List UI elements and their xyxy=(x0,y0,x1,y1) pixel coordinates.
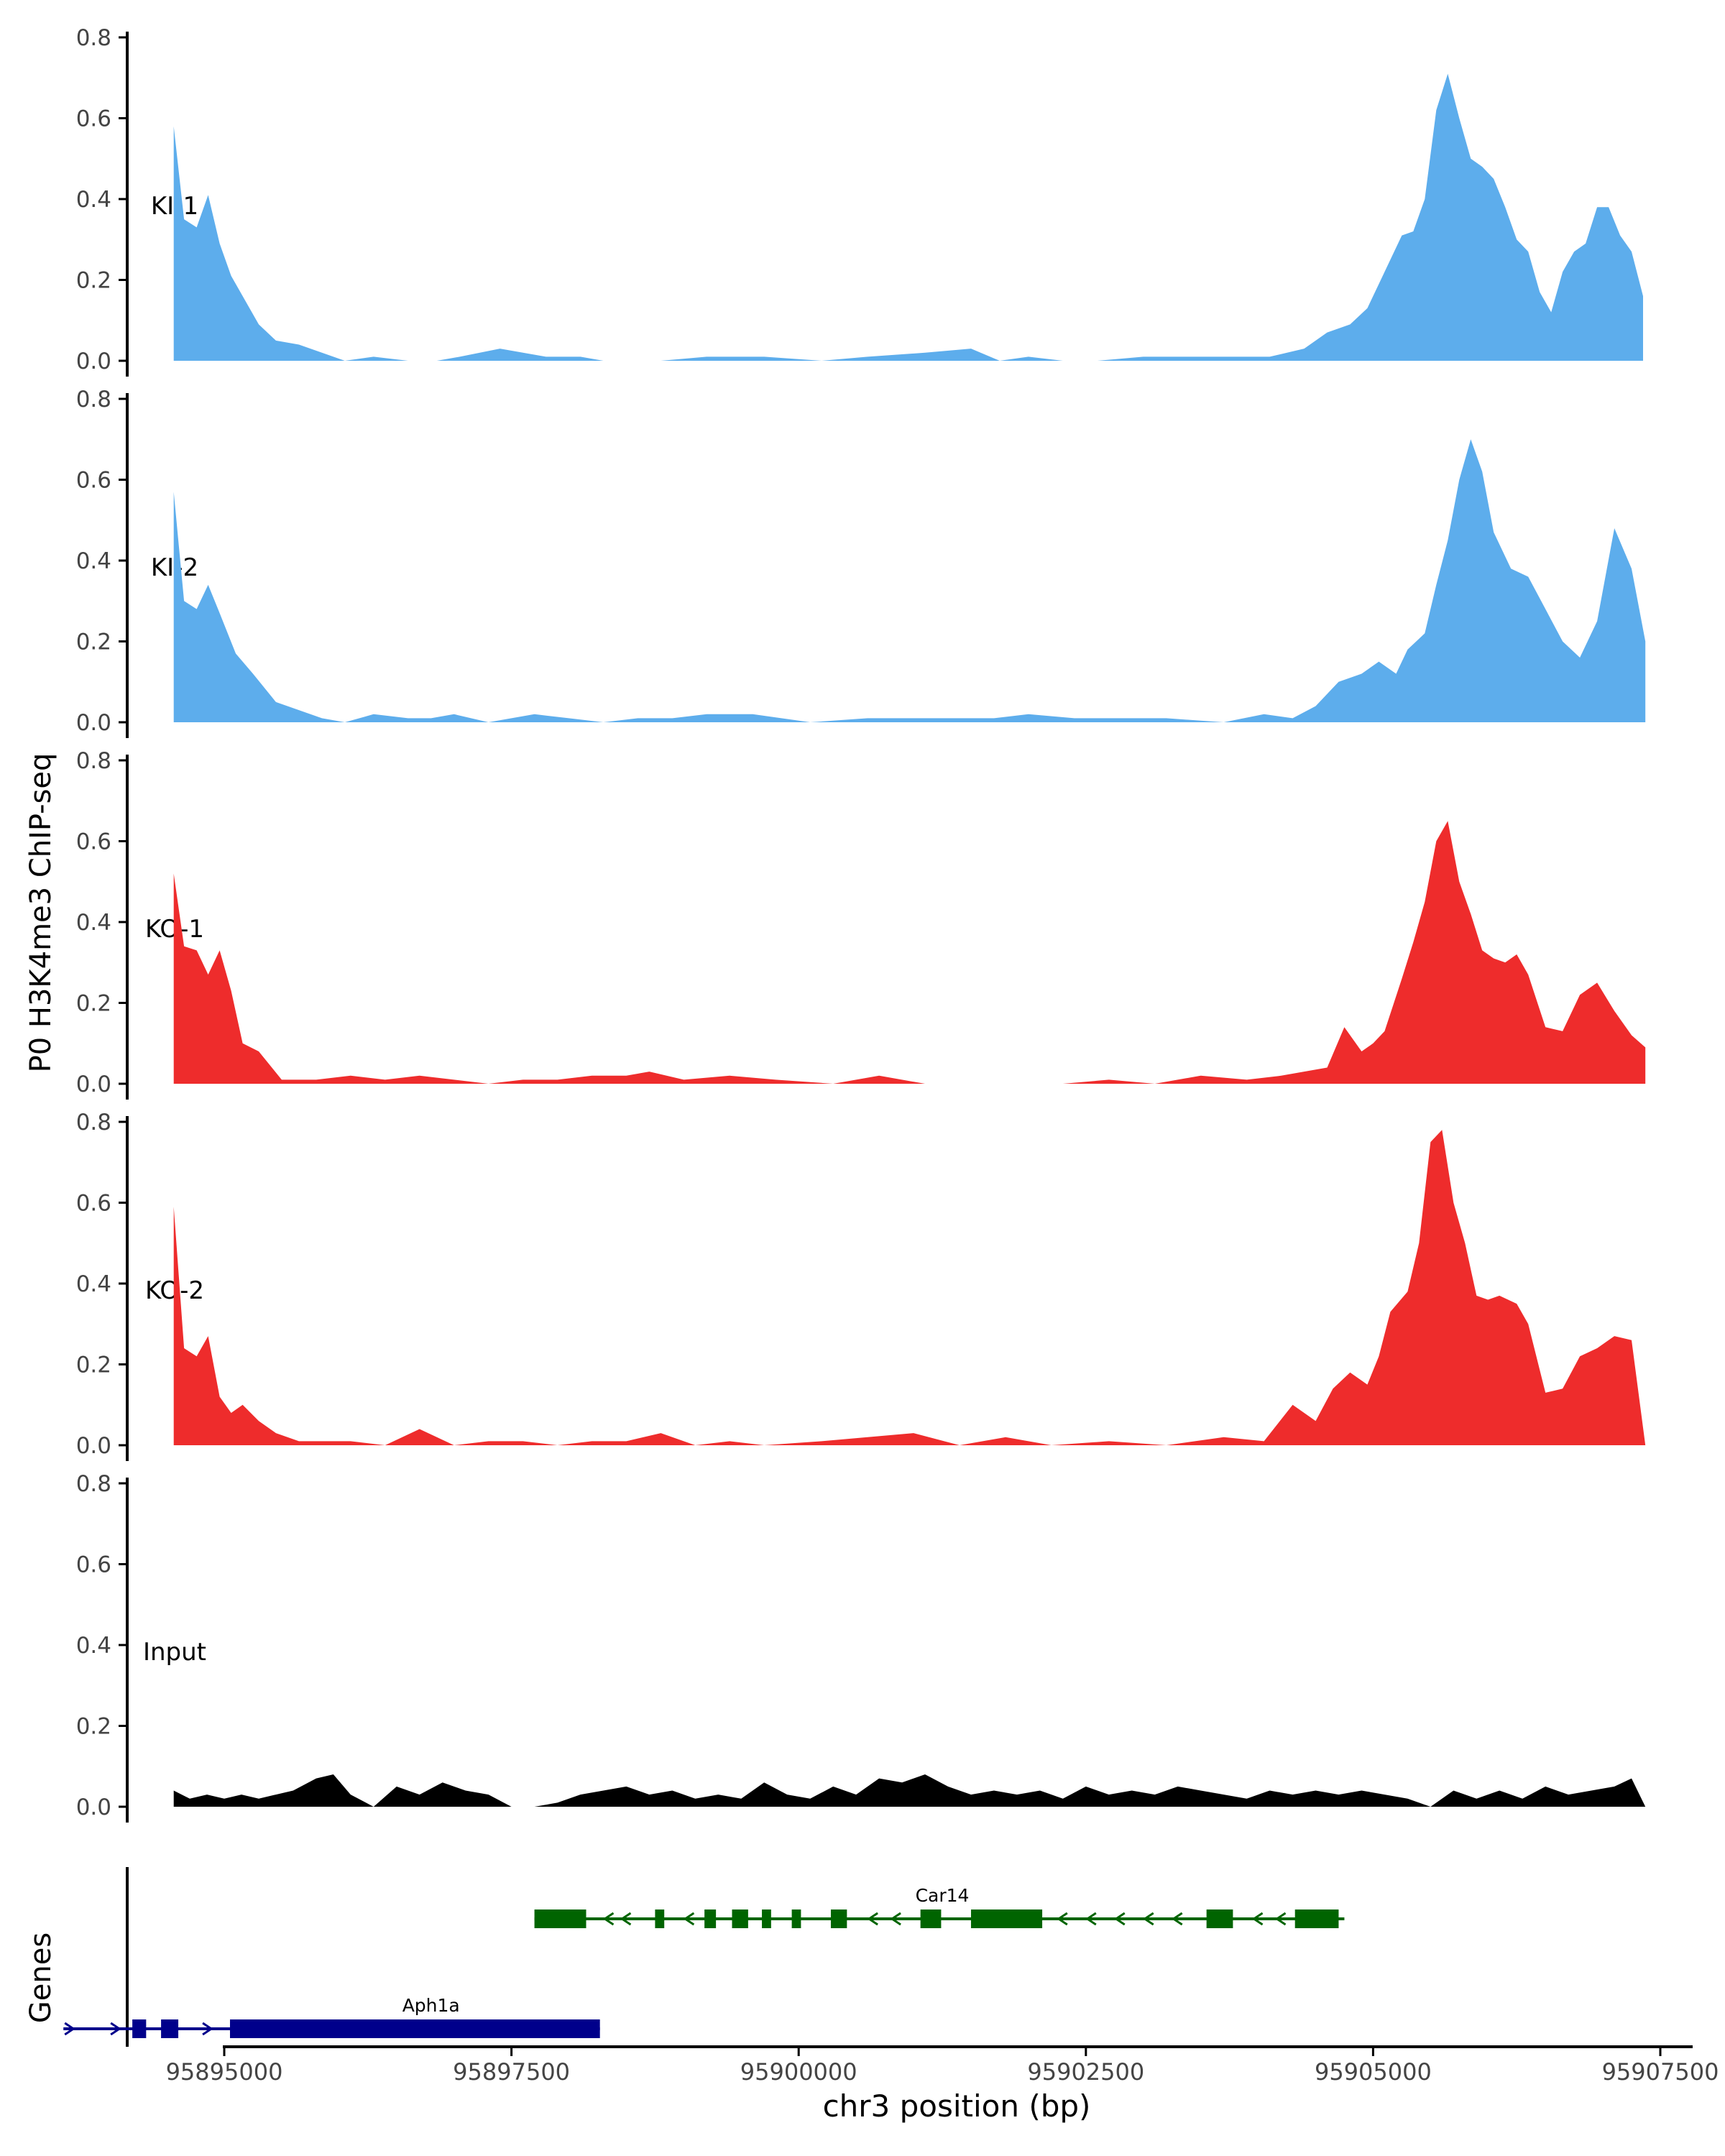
x-axis-title: chr3 position (bp) xyxy=(823,2088,1091,2124)
y-tick-label: 0.0 xyxy=(76,710,111,736)
y-tick-label: 0.4 xyxy=(76,1633,111,1659)
x-tick-label: 95902500 xyxy=(1027,2058,1144,2086)
genes-axis-title: Genes xyxy=(24,1932,58,2023)
y-tick-label: 0.0 xyxy=(76,1072,111,1097)
y-tick-label: 0.2 xyxy=(76,630,111,655)
y-tick-label: 0.2 xyxy=(76,1353,111,1378)
x-tick-label: 95895000 xyxy=(166,2058,283,2086)
gene-exon xyxy=(132,2019,147,2038)
y-tick-label: 0.6 xyxy=(76,1552,111,1578)
y-tick-label: 0.8 xyxy=(76,1110,111,1135)
gene-car14: Car14 xyxy=(534,1885,1345,1928)
y-tick-label: 0.4 xyxy=(76,910,111,936)
gene-exon xyxy=(762,1909,771,1928)
signal-area-ko-2 xyxy=(173,1130,1646,1445)
strand-arrow xyxy=(1251,1912,1264,1926)
strand-arrow xyxy=(602,1912,615,1926)
strand-arrow xyxy=(1274,1912,1287,1926)
track-label-input: Input xyxy=(143,1638,206,1667)
gene-exon xyxy=(161,2019,179,2038)
y-tick-label: 0.2 xyxy=(76,1714,111,1740)
signal-area-ko-1 xyxy=(173,821,1646,1084)
y-tick-label: 0.6 xyxy=(76,106,111,132)
y-tick-label: 0.2 xyxy=(76,268,111,294)
strand-arrow xyxy=(683,1912,695,1926)
track-panel-ko-1: 0.00.20.40.60.8KO-1 xyxy=(76,748,1646,1100)
x-tick-label: 95907500 xyxy=(1602,2058,1719,2086)
gene-label-aph1a: Aph1a xyxy=(402,1995,460,2016)
y-tick-label: 0.6 xyxy=(76,1191,111,1217)
y-tick-label: 0.4 xyxy=(76,187,111,213)
y-tick-label: 0.0 xyxy=(76,1795,111,1820)
gene-exon xyxy=(704,1909,717,1928)
y-tick-label: 0.0 xyxy=(76,349,111,374)
x-tick-label: 95897500 xyxy=(453,2058,570,2086)
strand-arrow xyxy=(1171,1912,1183,1926)
y-tick-label: 0.0 xyxy=(76,1433,111,1459)
y-tick-label: 0.8 xyxy=(76,1471,111,1497)
strand-arrow xyxy=(110,2022,121,2036)
gene-exon xyxy=(970,1909,1043,1928)
gene-exon xyxy=(830,1909,847,1928)
gene-exon xyxy=(1294,1909,1339,1928)
strand-arrow xyxy=(867,1912,878,1926)
gene-exon xyxy=(920,1909,942,1928)
strand-arrow xyxy=(1085,1912,1097,1926)
gene-exon xyxy=(732,1909,748,1928)
track-panel-ki-2: 0.00.20.40.60.8KI-2 xyxy=(76,387,1646,738)
gene-label-car14: Car14 xyxy=(916,1885,970,1906)
gene-exon xyxy=(534,1909,586,1928)
y-tick-label: 0.2 xyxy=(76,991,111,1017)
y-axis-title: P0 H3K4me3 ChIP-seq xyxy=(24,753,58,1073)
y-tick-label: 0.6 xyxy=(76,468,111,494)
x-tick-label: 95905000 xyxy=(1315,2058,1432,2086)
x-axis: 95895000 95897500 95900000 95902500 95905000… xyxy=(166,2045,1719,2086)
track-panel-input: 0.0 0.2 0.4 0.6 0.8 Input xyxy=(76,1471,1646,1823)
x-tick-label: 95900000 xyxy=(740,2058,857,2086)
track-panel-ki-1: 0.00.20.40.60.8KI-1 xyxy=(76,25,1644,377)
gene-exon xyxy=(1206,1909,1233,1928)
y-tick-label: 0.8 xyxy=(76,25,111,51)
strand-arrow xyxy=(890,1912,901,1926)
signal-area-input xyxy=(173,1774,1646,1807)
track-panel-ko-2: 0.00.20.40.60.8KO-2 xyxy=(76,1110,1646,1461)
strand-arrow xyxy=(1114,1912,1126,1926)
strand-arrow xyxy=(202,2022,213,2036)
strand-arrow xyxy=(64,2022,75,2036)
y-tick-label: 0.4 xyxy=(76,548,111,574)
y-tick-label: 0.6 xyxy=(76,829,111,855)
tracks-layer: 0.00.20.40.60.8KI-10.00.20.40.60.8KI-20.… xyxy=(76,25,1646,1823)
gene-exon xyxy=(655,1909,665,1928)
strand-arrow xyxy=(1143,1912,1154,1926)
gene-aph1a: Aph1a xyxy=(63,1995,600,2038)
strand-arrow xyxy=(1057,1912,1068,1926)
y-tick-label: 0.4 xyxy=(76,1271,111,1297)
genes-panel: Car14 Aph1a xyxy=(63,1867,1345,2047)
gene-exon xyxy=(791,1909,801,1928)
y-tick-label: 0.8 xyxy=(76,748,111,774)
strand-arrow xyxy=(620,1912,632,1926)
y-tick-label: 0.8 xyxy=(76,387,111,413)
signal-area-ki-1 xyxy=(173,73,1644,361)
gene-exon xyxy=(229,2019,600,2038)
signal-area-ki-2 xyxy=(173,439,1646,722)
